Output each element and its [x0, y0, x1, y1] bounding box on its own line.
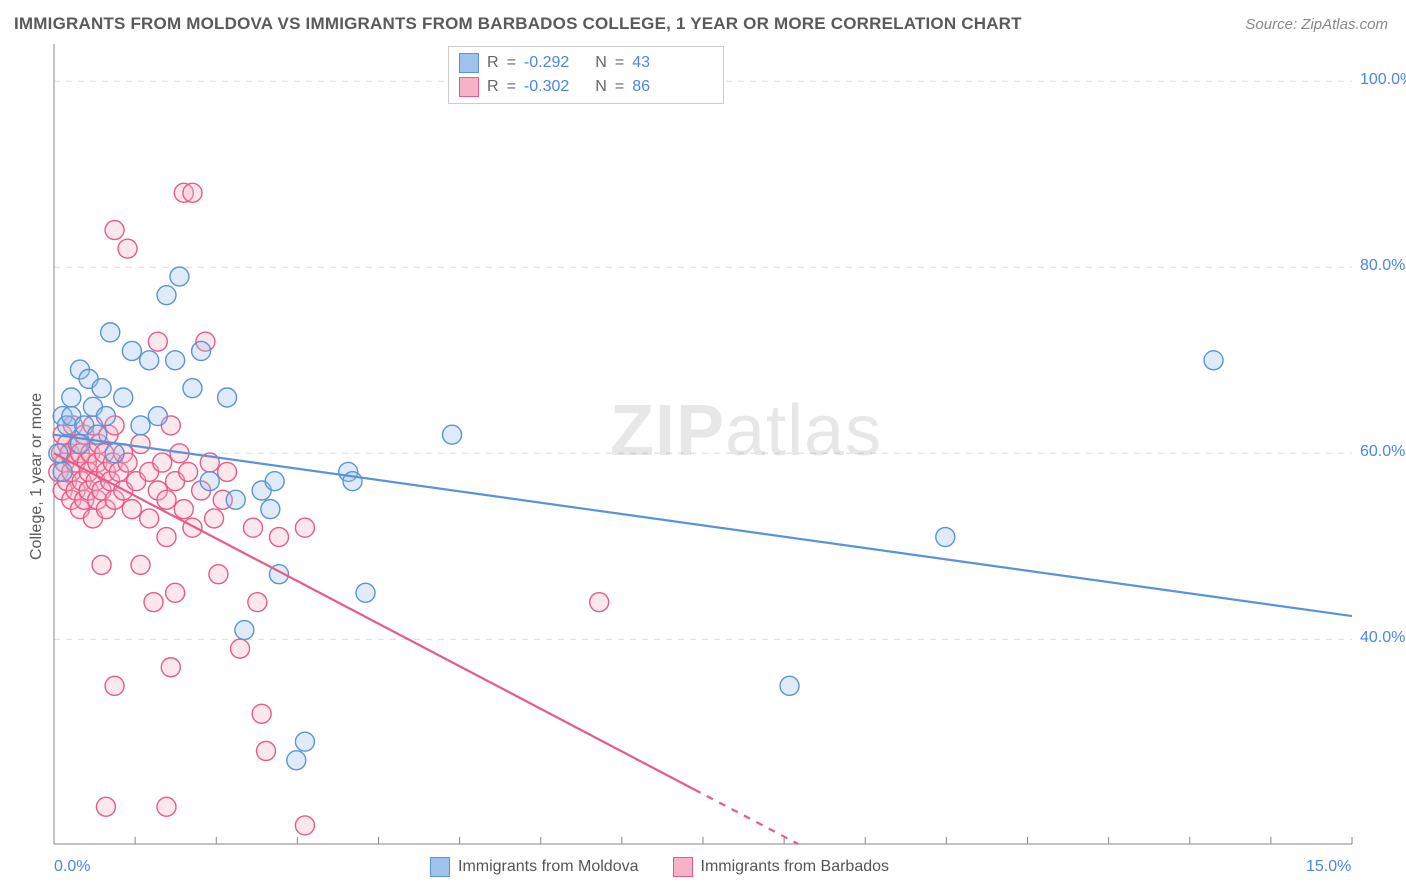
x-tick-label: 15.0% — [1306, 858, 1351, 876]
correlation-legend: R = -0.292 N = 43 R = -0.302 N = 86 — [448, 46, 724, 104]
watermark-bold: ZIP — [610, 391, 725, 471]
r-label: R — [487, 54, 499, 72]
legend-item-barbados: Immigrants from Barbados — [673, 857, 890, 877]
y-axis-label: College, 1 year or more — [28, 393, 46, 560]
swatch-moldova — [459, 53, 479, 73]
watermark: ZIPatlas — [610, 390, 882, 472]
n-label: N — [595, 54, 607, 72]
chart-container: IMMIGRANTS FROM MOLDOVA VS IMMIGRANTS FR… — [0, 0, 1406, 892]
swatch-barbados — [459, 77, 479, 97]
n-label: N — [595, 78, 607, 96]
y-tick-label: 80.0% — [1360, 257, 1405, 275]
y-tick-label: 60.0% — [1360, 443, 1405, 461]
legend-label-barbados: Immigrants from Barbados — [701, 858, 890, 876]
legend-item-moldova: Immigrants from Moldova — [430, 857, 639, 877]
watermark-rest: atlas — [725, 391, 882, 471]
legend-label-moldova: Immigrants from Moldova — [458, 858, 639, 876]
correlation-row-barbados: R = -0.302 N = 86 — [459, 75, 713, 99]
correlation-row-moldova: R = -0.292 N = 43 — [459, 51, 713, 75]
n-value-moldova: 43 — [632, 54, 650, 72]
n-value-barbados: 86 — [632, 78, 650, 96]
eq: = — [615, 78, 624, 96]
eq: = — [507, 78, 516, 96]
y-tick-label: 40.0% — [1360, 629, 1405, 647]
swatch-moldova-bottom — [430, 857, 450, 877]
y-tick-label: 100.0% — [1360, 71, 1406, 89]
x-tick-label: 0.0% — [54, 858, 90, 876]
eq: = — [615, 54, 624, 72]
r-value-barbados: -0.302 — [524, 78, 569, 96]
series-legend: Immigrants from Moldova Immigrants from … — [430, 857, 889, 877]
swatch-barbados-bottom — [673, 857, 693, 877]
r-value-moldova: -0.292 — [524, 54, 569, 72]
r-label: R — [487, 78, 499, 96]
eq: = — [507, 54, 516, 72]
